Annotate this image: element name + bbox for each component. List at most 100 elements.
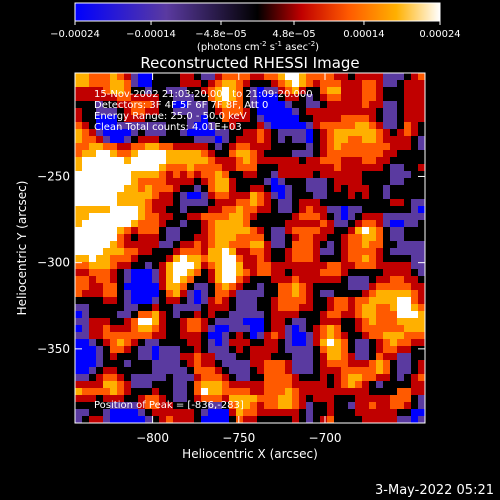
heatmap-cell <box>110 388 118 396</box>
heatmap-cell <box>82 150 90 158</box>
heatmap-cell <box>75 409 83 417</box>
heatmap-cell <box>159 367 167 375</box>
heatmap-cell <box>271 304 279 312</box>
heatmap-cell <box>348 255 356 263</box>
heatmap-cell <box>348 94 356 102</box>
heatmap-cell <box>243 164 251 172</box>
heatmap-cell <box>383 108 391 116</box>
heatmap-cell <box>166 143 174 151</box>
heatmap-cell <box>117 73 125 81</box>
heatmap-cell <box>390 129 398 137</box>
heatmap-cell <box>313 248 321 256</box>
heatmap-cell <box>201 157 209 165</box>
heatmap-cell <box>397 129 405 137</box>
heatmap-cell <box>369 283 377 291</box>
heatmap-cell <box>96 206 104 214</box>
heatmap-cell <box>187 164 195 172</box>
heatmap-cell <box>404 192 412 200</box>
heatmap-cell <box>418 290 425 298</box>
heatmap-cell <box>145 94 153 102</box>
chart-title: Reconstructed RHESSI Image <box>140 54 359 72</box>
heatmap-cell <box>173 381 181 389</box>
heatmap-cell <box>96 297 104 305</box>
heatmap-cell <box>362 374 370 382</box>
heatmap-cell <box>222 136 230 144</box>
heatmap-cell <box>355 101 363 109</box>
heatmap-cell <box>320 220 328 228</box>
heatmap-cell <box>299 213 307 221</box>
heatmap-cell <box>96 262 104 270</box>
heatmap-cell <box>82 241 90 249</box>
heatmap-cell <box>418 388 425 396</box>
heatmap-cell <box>376 353 384 361</box>
colorbar-tick-label: −0.00024 <box>50 29 100 40</box>
heatmap-cell <box>194 283 202 291</box>
heatmap-cell <box>194 220 202 228</box>
heatmap-cell <box>278 108 286 116</box>
heatmap-cell <box>257 206 265 214</box>
heatmap-cell <box>103 220 111 228</box>
heatmap-cell <box>264 353 272 361</box>
heatmap-cell <box>271 360 279 368</box>
heatmap-cell <box>327 360 335 368</box>
heatmap-cell <box>138 101 146 109</box>
heatmap-cell <box>138 87 146 95</box>
heatmap-cell <box>187 178 195 186</box>
heatmap-cell <box>397 206 405 214</box>
heatmap-cell <box>117 360 125 368</box>
heatmap-cell <box>299 115 307 123</box>
heatmap-cell <box>320 276 328 284</box>
heatmap-cell <box>229 360 237 368</box>
heatmap-cell <box>166 87 174 95</box>
heatmap-cell <box>355 311 363 319</box>
heatmap-cell <box>411 388 419 396</box>
heatmap-cell <box>194 339 202 347</box>
heatmap-cell <box>397 157 405 165</box>
heatmap-cell <box>180 367 188 375</box>
heatmap-cell <box>376 87 384 95</box>
heatmap-cell <box>299 283 307 291</box>
heatmap-cell <box>96 360 104 368</box>
heatmap-cell <box>173 290 181 298</box>
heatmap-cell <box>411 129 419 137</box>
heatmap-cell <box>292 101 300 109</box>
heatmap-cell <box>75 248 83 256</box>
heatmap-cell <box>236 115 244 123</box>
heatmap-cell <box>96 80 104 88</box>
heatmap-cell <box>369 332 377 340</box>
heatmap-cell <box>369 150 377 158</box>
heatmap-cell <box>250 318 258 326</box>
heatmap-cell <box>348 318 356 326</box>
heatmap-cell <box>110 269 118 277</box>
heatmap-cell <box>152 199 160 207</box>
heatmap-cell <box>117 262 125 270</box>
heatmap-cell <box>138 262 146 270</box>
heatmap-cell <box>124 192 132 200</box>
heatmap-cell <box>299 80 307 88</box>
heatmap-cell <box>236 129 244 137</box>
heatmap-cell <box>376 269 384 277</box>
heatmap-cell <box>215 241 223 249</box>
heatmap-cell <box>334 178 342 186</box>
heatmap-cell <box>397 374 405 382</box>
heatmap-cell <box>208 241 216 249</box>
heatmap-cell <box>313 136 321 144</box>
heatmap-cell <box>411 227 419 235</box>
heatmap-cell <box>341 255 349 263</box>
heatmap-cell <box>299 346 307 354</box>
heatmap-cell <box>229 262 237 270</box>
heatmap-cell <box>411 164 419 172</box>
heatmap-cell <box>145 416 153 423</box>
heatmap-cell <box>285 374 293 382</box>
heatmap-cell <box>138 73 146 81</box>
heatmap-cell <box>334 332 342 340</box>
heatmap-cell <box>222 171 230 179</box>
heatmap-cell <box>362 101 370 109</box>
heatmap-cell <box>131 241 139 249</box>
heatmap-cell <box>383 80 391 88</box>
heatmap-cell <box>341 220 349 228</box>
heatmap-cell <box>159 178 167 186</box>
heatmap-cell <box>159 297 167 305</box>
heatmap-cell <box>313 374 321 382</box>
heatmap-cell <box>173 199 181 207</box>
